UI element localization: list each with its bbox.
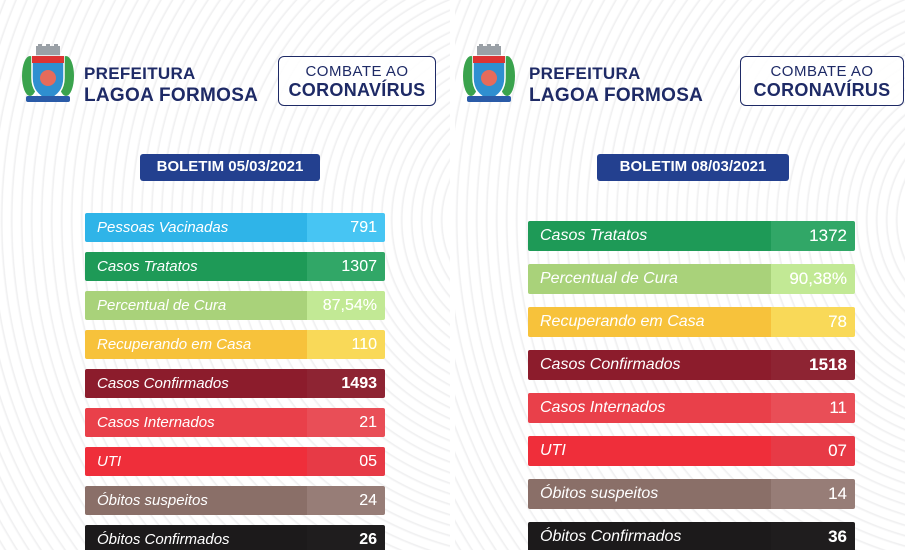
stat-value: 11: [771, 393, 855, 423]
stat-label: Óbitos suspeitos: [85, 486, 307, 515]
stat-row: Percentual de Cura 90,38%: [528, 264, 855, 294]
stat-label: Percentual de Cura: [528, 264, 771, 294]
campaign-line2: CORONAVÍRUS: [288, 80, 426, 100]
stat-row: Casos Tratatos 1372: [528, 221, 855, 251]
stat-label: Casos Internados: [85, 408, 307, 437]
stat-value: 110: [307, 330, 385, 359]
stat-row: Óbitos suspeitos 14: [528, 479, 855, 509]
stat-value: 78: [771, 307, 855, 337]
municipal-coat-of-arms-icon: [20, 44, 76, 104]
stat-value: 90,38%: [771, 264, 855, 294]
stat-label: Óbitos Confirmados: [528, 522, 771, 550]
stat-value: 791: [307, 213, 385, 242]
stat-row: Recuperando em Casa 78: [528, 307, 855, 337]
stat-value: 07: [771, 436, 855, 466]
stat-row: Casos Confirmados 1518: [528, 350, 855, 380]
stat-row: Percentual de Cura 87,54%: [85, 291, 385, 320]
campaign-line1: COMBATE AO: [770, 63, 874, 80]
city-brand: PREFEITURA LAGOA FORMOSA: [529, 63, 703, 107]
stat-row: Óbitos Confirmados 26: [85, 525, 385, 550]
stat-row: UTI 05: [85, 447, 385, 476]
stat-row: Casos Internados 21: [85, 408, 385, 437]
brand-line1: PREFEITURA: [529, 64, 641, 83]
panel-divider: [450, 0, 455, 550]
city-brand: PREFEITURA LAGOA FORMOSA: [84, 63, 258, 107]
stat-row: Casos Tratatos 1307: [85, 252, 385, 281]
stat-value: 1493: [307, 369, 385, 398]
brand-line1: PREFEITURA: [84, 64, 196, 83]
stat-row: UTI 07: [528, 436, 855, 466]
stat-label: Casos Tratatos: [85, 252, 307, 281]
stat-label: Recuperando em Casa: [85, 330, 307, 359]
stat-label: Recuperando em Casa: [528, 307, 771, 337]
stat-label: Óbitos suspeitos: [528, 479, 771, 509]
stat-row: Óbitos suspeitos 24: [85, 486, 385, 515]
bulletin-panel-right: PREFEITURA LAGOA FORMOSA COMBATE AO CORO…: [455, 0, 905, 550]
stat-value: 1307: [307, 252, 385, 281]
campaign-line1: COMBATE AO: [305, 63, 409, 80]
stat-label: UTI: [85, 447, 307, 476]
bulletin-panel-left: PREFEITURA LAGOA FORMOSA COMBATE AO CORO…: [0, 0, 450, 550]
stat-value: 24: [307, 486, 385, 515]
stat-label: Casos Tratatos: [528, 221, 771, 251]
brand-line2: LAGOA FORMOSA: [529, 85, 704, 106]
stat-label: Óbitos Confirmados: [85, 525, 307, 550]
campaign-badge: COMBATE AO CORONAVÍRUS: [740, 56, 904, 106]
stat-value: 1518: [771, 350, 855, 380]
stat-value: 21: [307, 408, 385, 437]
stat-label: Percentual de Cura: [85, 291, 307, 320]
stat-row: Recuperando em Casa 110: [85, 330, 385, 359]
stat-value: 36: [771, 522, 855, 550]
brand-line2: LAGOA FORMOSA: [84, 85, 259, 106]
municipal-coat-of-arms-icon: [461, 44, 517, 104]
stat-label: Pessoas Vacinadas: [85, 213, 307, 242]
stat-value: 26: [307, 525, 385, 550]
stat-value: 05: [307, 447, 385, 476]
stat-row: Casos Internados 11: [528, 393, 855, 423]
stat-label: Casos Internados: [528, 393, 771, 423]
stat-label: Casos Confirmados: [528, 350, 771, 380]
stat-row: Casos Confirmados 1493: [85, 369, 385, 398]
stat-value: 1372: [771, 221, 855, 251]
stat-row: Pessoas Vacinadas 791: [85, 213, 385, 242]
stat-label: Casos Confirmados: [85, 369, 307, 398]
stat-label: UTI: [528, 436, 771, 466]
campaign-badge: COMBATE AO CORONAVÍRUS: [278, 56, 436, 106]
bulletin-date-label: BOLETIM 08/03/2021: [597, 154, 789, 181]
stat-row: Óbitos Confirmados 36: [528, 522, 855, 550]
campaign-line2: CORONAVÍRUS: [753, 80, 891, 100]
stat-value: 87,54%: [307, 291, 385, 320]
stat-value: 14: [771, 479, 855, 509]
bulletin-date-label: BOLETIM 05/03/2021: [140, 154, 320, 181]
